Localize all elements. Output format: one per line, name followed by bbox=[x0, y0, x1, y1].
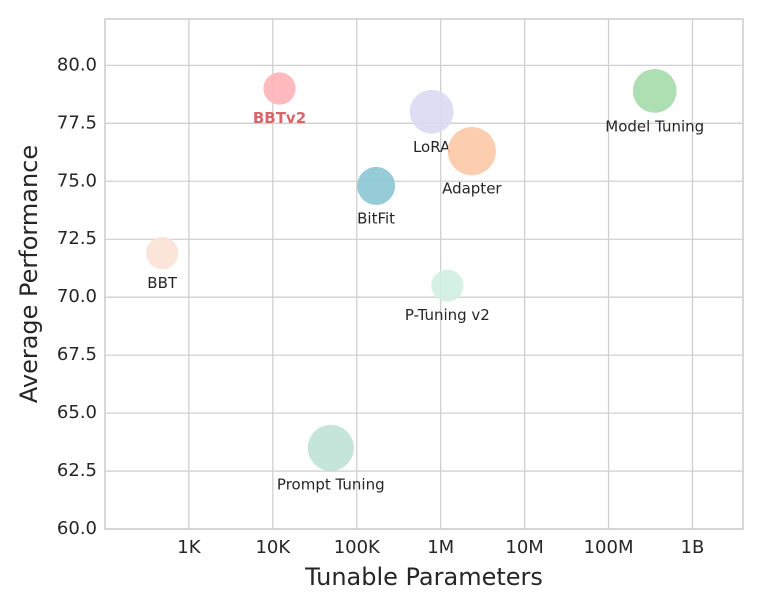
plot-frame bbox=[104, 18, 744, 530]
point-label: P-Tuning v2 bbox=[405, 306, 490, 324]
y-tick-label: 67.5 bbox=[57, 344, 97, 365]
point-label: BBT bbox=[147, 274, 178, 292]
bubble bbox=[431, 269, 464, 302]
x-tick-label: 10M bbox=[505, 537, 543, 558]
point-label: Adapter bbox=[442, 180, 502, 198]
bubble bbox=[263, 72, 296, 105]
x-tick-label: 1M bbox=[427, 537, 454, 558]
bubble bbox=[146, 237, 179, 270]
y-tick-label: 70.0 bbox=[57, 286, 97, 307]
bubble bbox=[409, 89, 454, 134]
point-label: Model Tuning bbox=[605, 117, 704, 135]
y-tick-label: 60.0 bbox=[57, 518, 97, 539]
x-tick-label: 1K bbox=[177, 537, 201, 558]
bubble bbox=[307, 424, 354, 471]
y-tick-label: 80.0 bbox=[57, 54, 97, 75]
x-tick-label: 100M bbox=[584, 537, 634, 558]
bubble bbox=[447, 127, 496, 176]
x-tick-label: 10K bbox=[255, 537, 291, 558]
y-tick-label: 75.0 bbox=[57, 170, 97, 191]
x-tick-label: 1B bbox=[681, 537, 705, 558]
x-axis-title: Tunable Parameters bbox=[304, 563, 543, 591]
x-tick-label: 100K bbox=[334, 537, 381, 558]
bubble bbox=[632, 68, 677, 113]
y-axis-title: Average Performance bbox=[15, 145, 43, 403]
y-tick-label: 65.0 bbox=[57, 402, 97, 423]
y-tick-label: 62.5 bbox=[57, 460, 97, 481]
point-label: Prompt Tuning bbox=[277, 475, 385, 493]
y-tick-label: 72.5 bbox=[57, 228, 97, 249]
point-label: BBTv2 bbox=[253, 109, 306, 127]
y-tick-label: 77.5 bbox=[57, 112, 97, 133]
bubble bbox=[357, 166, 396, 205]
point-label: LoRA bbox=[413, 138, 451, 156]
point-label: BitFit bbox=[357, 209, 395, 227]
